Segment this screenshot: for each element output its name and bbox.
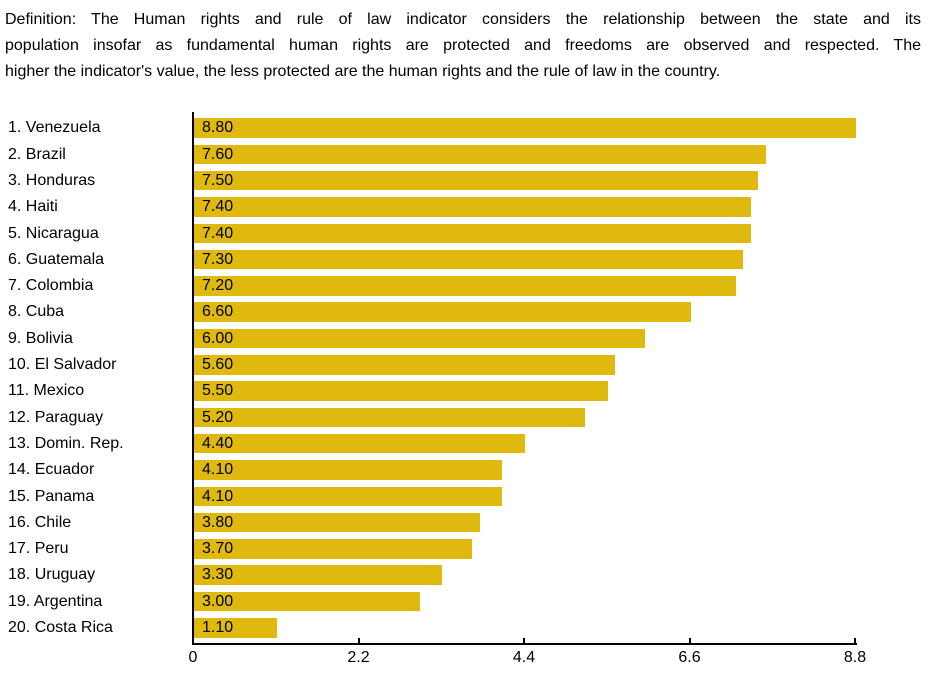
bar-value-label: 4.10	[202, 461, 234, 479]
definition-line-1: Definition: The Human rights and rule of…	[5, 11, 921, 28]
country-label: 14. Ecuador	[8, 461, 95, 479]
x-axis-tick	[688, 638, 691, 643]
country-label: 19. Argentina	[8, 592, 103, 610]
bar: 6.60	[194, 302, 691, 322]
bar-value-label: 7.20	[202, 277, 234, 295]
bar: 5.50	[194, 381, 608, 401]
bar-value-label: 6.00	[202, 329, 234, 347]
bar: 3.70	[194, 539, 473, 559]
bar: 6.00	[194, 328, 646, 349]
bar-value-label: 7.30	[202, 250, 234, 268]
x-axis-line	[192, 643, 857, 645]
bar: 4.10	[194, 460, 503, 480]
country-label: 20. Costa Rica	[8, 619, 113, 636]
country-label: 4. Haiti	[8, 198, 58, 216]
country-label: 5. Nicaragua	[8, 224, 99, 242]
bar-value-label: 6.60	[202, 303, 234, 321]
x-axis-tick	[192, 638, 194, 643]
bar: 5.60	[194, 355, 616, 375]
definition-line-2: population insofar as fundamental human …	[5, 37, 921, 54]
bar: 7.20	[194, 276, 736, 296]
country-label: 8. Cuba	[8, 303, 65, 321]
bar-value-label: 3.00	[202, 592, 234, 610]
bar-value-label: 1.10	[202, 619, 234, 636]
bar-value-label: 3.80	[202, 513, 234, 531]
country-label: 3. Honduras	[8, 171, 96, 189]
bar-value-label: 8.80	[202, 119, 234, 137]
x-tick-label: 0	[188, 649, 198, 666]
country-label: 1. Venezuela	[8, 119, 101, 137]
bar: 4.40	[194, 433, 525, 454]
country-label: 18. Uruguay	[8, 566, 96, 584]
x-tick-label: 8.8	[843, 649, 867, 666]
country-label: 17. Peru	[8, 540, 69, 558]
bar-value-label: 5.60	[202, 356, 234, 373]
bar: 4.10	[194, 486, 503, 506]
bar: 7.60	[194, 144, 766, 165]
bar: 3.80	[194, 512, 480, 533]
country-label: 9. Bolivia	[8, 329, 73, 347]
bar: 3.30	[194, 565, 443, 585]
bar-value-label: 5.50	[202, 382, 234, 400]
bar-value-label: 5.20	[202, 408, 234, 426]
bar: 3.00	[194, 591, 420, 612]
country-label: 2. Brazil	[8, 145, 66, 163]
chart-definition: Definition: The Human rights and rule of…	[5, 7, 921, 85]
country-label: 12. Paraguay	[8, 408, 104, 426]
bar: 7.50	[194, 170, 759, 191]
bar: 5.20	[194, 407, 586, 428]
definition-line-3: higher the indicator's value, the less p…	[5, 63, 721, 80]
x-tick-label: 2.2	[347, 649, 370, 666]
country-label: 11. Mexico	[8, 382, 85, 400]
country-label: 15. Panama	[8, 487, 95, 505]
bar: 7.30	[194, 249, 744, 270]
bar-value-label: 7.40	[202, 198, 234, 216]
bar: 8.80	[194, 118, 856, 138]
country-label: 13. Domin. Rep.	[8, 434, 124, 452]
country-label: 10. El Salvador	[8, 356, 117, 373]
x-tick-label: 4.4	[512, 649, 536, 666]
bar-value-label: 7.50	[202, 171, 234, 189]
country-label: 6. Guatemala	[8, 250, 105, 268]
y-axis-line	[192, 112, 194, 645]
bar-value-label: 7.40	[202, 224, 234, 242]
x-axis-tick	[357, 638, 360, 643]
x-axis-tick	[523, 638, 525, 643]
country-label: 7. Colombia	[8, 277, 94, 295]
country-label: 16. Chile	[8, 513, 72, 531]
bar: 1.10	[194, 618, 277, 638]
x-tick-label: 6.6	[678, 649, 701, 666]
bar-value-label: 3.70	[202, 540, 234, 558]
bar-value-label: 7.60	[202, 145, 234, 163]
x-axis-tick	[854, 638, 856, 643]
bar: 7.40	[194, 197, 751, 217]
bar: 7.40	[194, 223, 751, 243]
bar-value-label: 4.10	[202, 487, 234, 505]
bar-value-label: 4.40	[202, 434, 234, 452]
bar-value-label: 3.30	[202, 566, 234, 584]
